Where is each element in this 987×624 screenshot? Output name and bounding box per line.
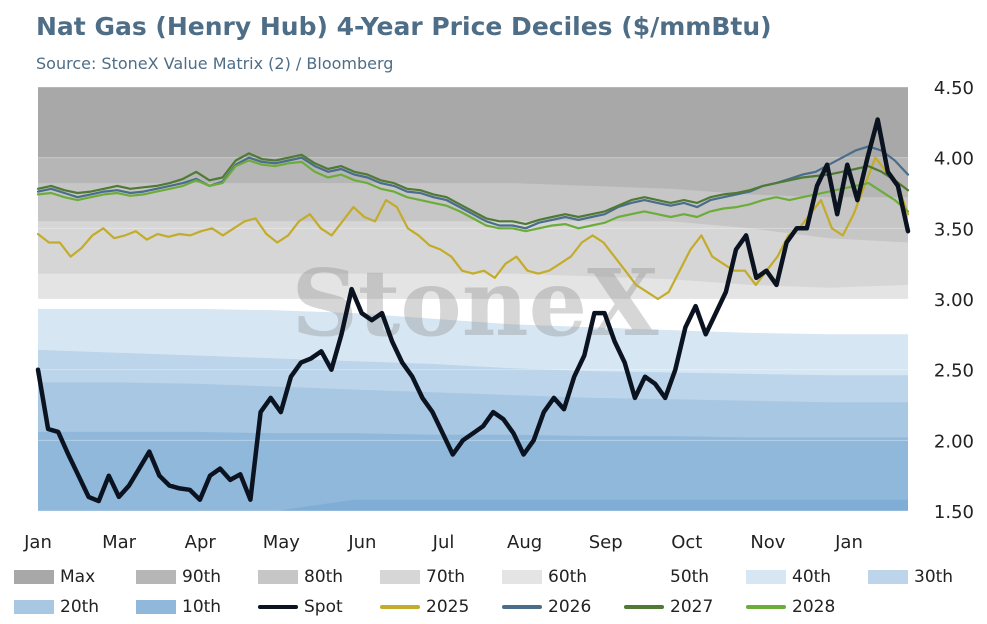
legend-label: 10th bbox=[182, 597, 222, 617]
legend: Max 90th 80th 70th 60th 50th 40th 30th 20th 10th… bbox=[14, 564, 984, 624]
legend-item-40th: 40th bbox=[746, 564, 831, 590]
legend-item-2027: 2027 bbox=[624, 594, 713, 620]
legend-swatch bbox=[258, 570, 298, 584]
legend-swatch bbox=[868, 570, 908, 584]
legend-label: 20th bbox=[60, 597, 100, 617]
legend-swatch bbox=[624, 605, 664, 609]
chart-svg: StoneX 4.50 4.00 3.50 3.00 2.50 2.00 1.50 Jan Mar… bbox=[23, 78, 974, 553]
legend-swatch bbox=[624, 570, 664, 584]
legend-label: 40th bbox=[792, 567, 832, 587]
legend-label: 70th bbox=[426, 567, 466, 587]
legend-swatch bbox=[258, 605, 298, 609]
y-tick-label: 2.00 bbox=[934, 431, 974, 452]
legend-swatch bbox=[136, 570, 176, 584]
x-tick-label: Apr bbox=[185, 532, 217, 553]
legend-label: 2027 bbox=[670, 597, 714, 617]
legend-item-2026: 2026 bbox=[502, 594, 591, 620]
legend-item-50th: 50th bbox=[624, 564, 709, 590]
legend-label: 30th bbox=[914, 567, 954, 587]
x-tick-label: Jul bbox=[432, 532, 455, 553]
y-tick-label: 1.50 bbox=[934, 502, 974, 523]
legend-label: 90th bbox=[182, 567, 222, 587]
legend-label: Spot bbox=[304, 597, 343, 617]
y-tick-label: 4.50 bbox=[934, 78, 974, 99]
legend-swatch bbox=[380, 605, 420, 609]
x-tick-label: Oct bbox=[671, 532, 702, 553]
y-tick-label: 4.00 bbox=[934, 149, 974, 170]
legend-swatch bbox=[14, 570, 54, 584]
x-tick-label: Jan bbox=[834, 532, 863, 553]
legend-item-80th: 80th bbox=[258, 564, 343, 590]
legend-item-90th: 90th bbox=[136, 564, 221, 590]
legend-item-max: Max bbox=[14, 564, 95, 590]
legend-label: Max bbox=[60, 567, 96, 587]
band-min bbox=[38, 499, 908, 511]
watermark: StoneX bbox=[291, 249, 659, 357]
legend-item-spot: Spot bbox=[258, 594, 343, 620]
x-tick-label: Jun bbox=[347, 532, 376, 553]
legend-swatch bbox=[380, 570, 420, 584]
x-tick-label: Mar bbox=[102, 532, 137, 553]
series-line-2028 bbox=[36, 159, 910, 233]
legend-swatch bbox=[136, 600, 176, 614]
legend-label: 80th bbox=[304, 567, 344, 587]
x-tick-label: Jan bbox=[23, 532, 52, 553]
x-tick-label: May bbox=[263, 532, 301, 553]
series-line-2027 bbox=[36, 152, 910, 226]
band-10th bbox=[38, 431, 908, 511]
x-tick-label: Aug bbox=[507, 532, 542, 553]
legend-item-2025: 2025 bbox=[380, 594, 469, 620]
x-tick-label: Nov bbox=[750, 532, 785, 553]
legend-label: 2026 bbox=[548, 597, 592, 617]
legend-label: 60th bbox=[548, 567, 588, 587]
chart-title: Nat Gas (Henry Hub) 4-Year Price Deciles… bbox=[36, 12, 772, 41]
legend-swatch bbox=[746, 605, 786, 609]
y-tick-label: 2.50 bbox=[934, 361, 974, 382]
legend-item-2028: 2028 bbox=[746, 594, 835, 620]
legend-item-30th: 30th bbox=[868, 564, 953, 590]
legend-swatch bbox=[746, 570, 786, 584]
legend-row-1: Max 90th 80th 70th 60th 50th 40th 30th bbox=[14, 564, 984, 594]
legend-row-2: 20th 10th Spot 2025 2026 2027 2028 bbox=[14, 594, 984, 624]
series-line-spot bbox=[35, 117, 911, 504]
legend-label: 50th bbox=[670, 567, 710, 587]
y-tick-label: 3.00 bbox=[934, 290, 974, 311]
x-tick-label: Sep bbox=[589, 532, 623, 553]
legend-label: 2028 bbox=[792, 597, 836, 617]
legend-item-60th: 60th bbox=[502, 564, 587, 590]
legend-item-10th: 10th bbox=[136, 594, 221, 620]
legend-swatch bbox=[14, 600, 54, 614]
legend-swatch bbox=[502, 570, 542, 584]
legend-item-70th: 70th bbox=[380, 564, 465, 590]
chart-subtitle: Source: StoneX Value Matrix (2) / Bloomb… bbox=[36, 54, 394, 73]
legend-label: 2025 bbox=[426, 597, 470, 617]
y-tick-label: 3.50 bbox=[934, 219, 974, 240]
legend-swatch bbox=[502, 605, 542, 609]
legend-item-20th: 20th bbox=[14, 594, 99, 620]
